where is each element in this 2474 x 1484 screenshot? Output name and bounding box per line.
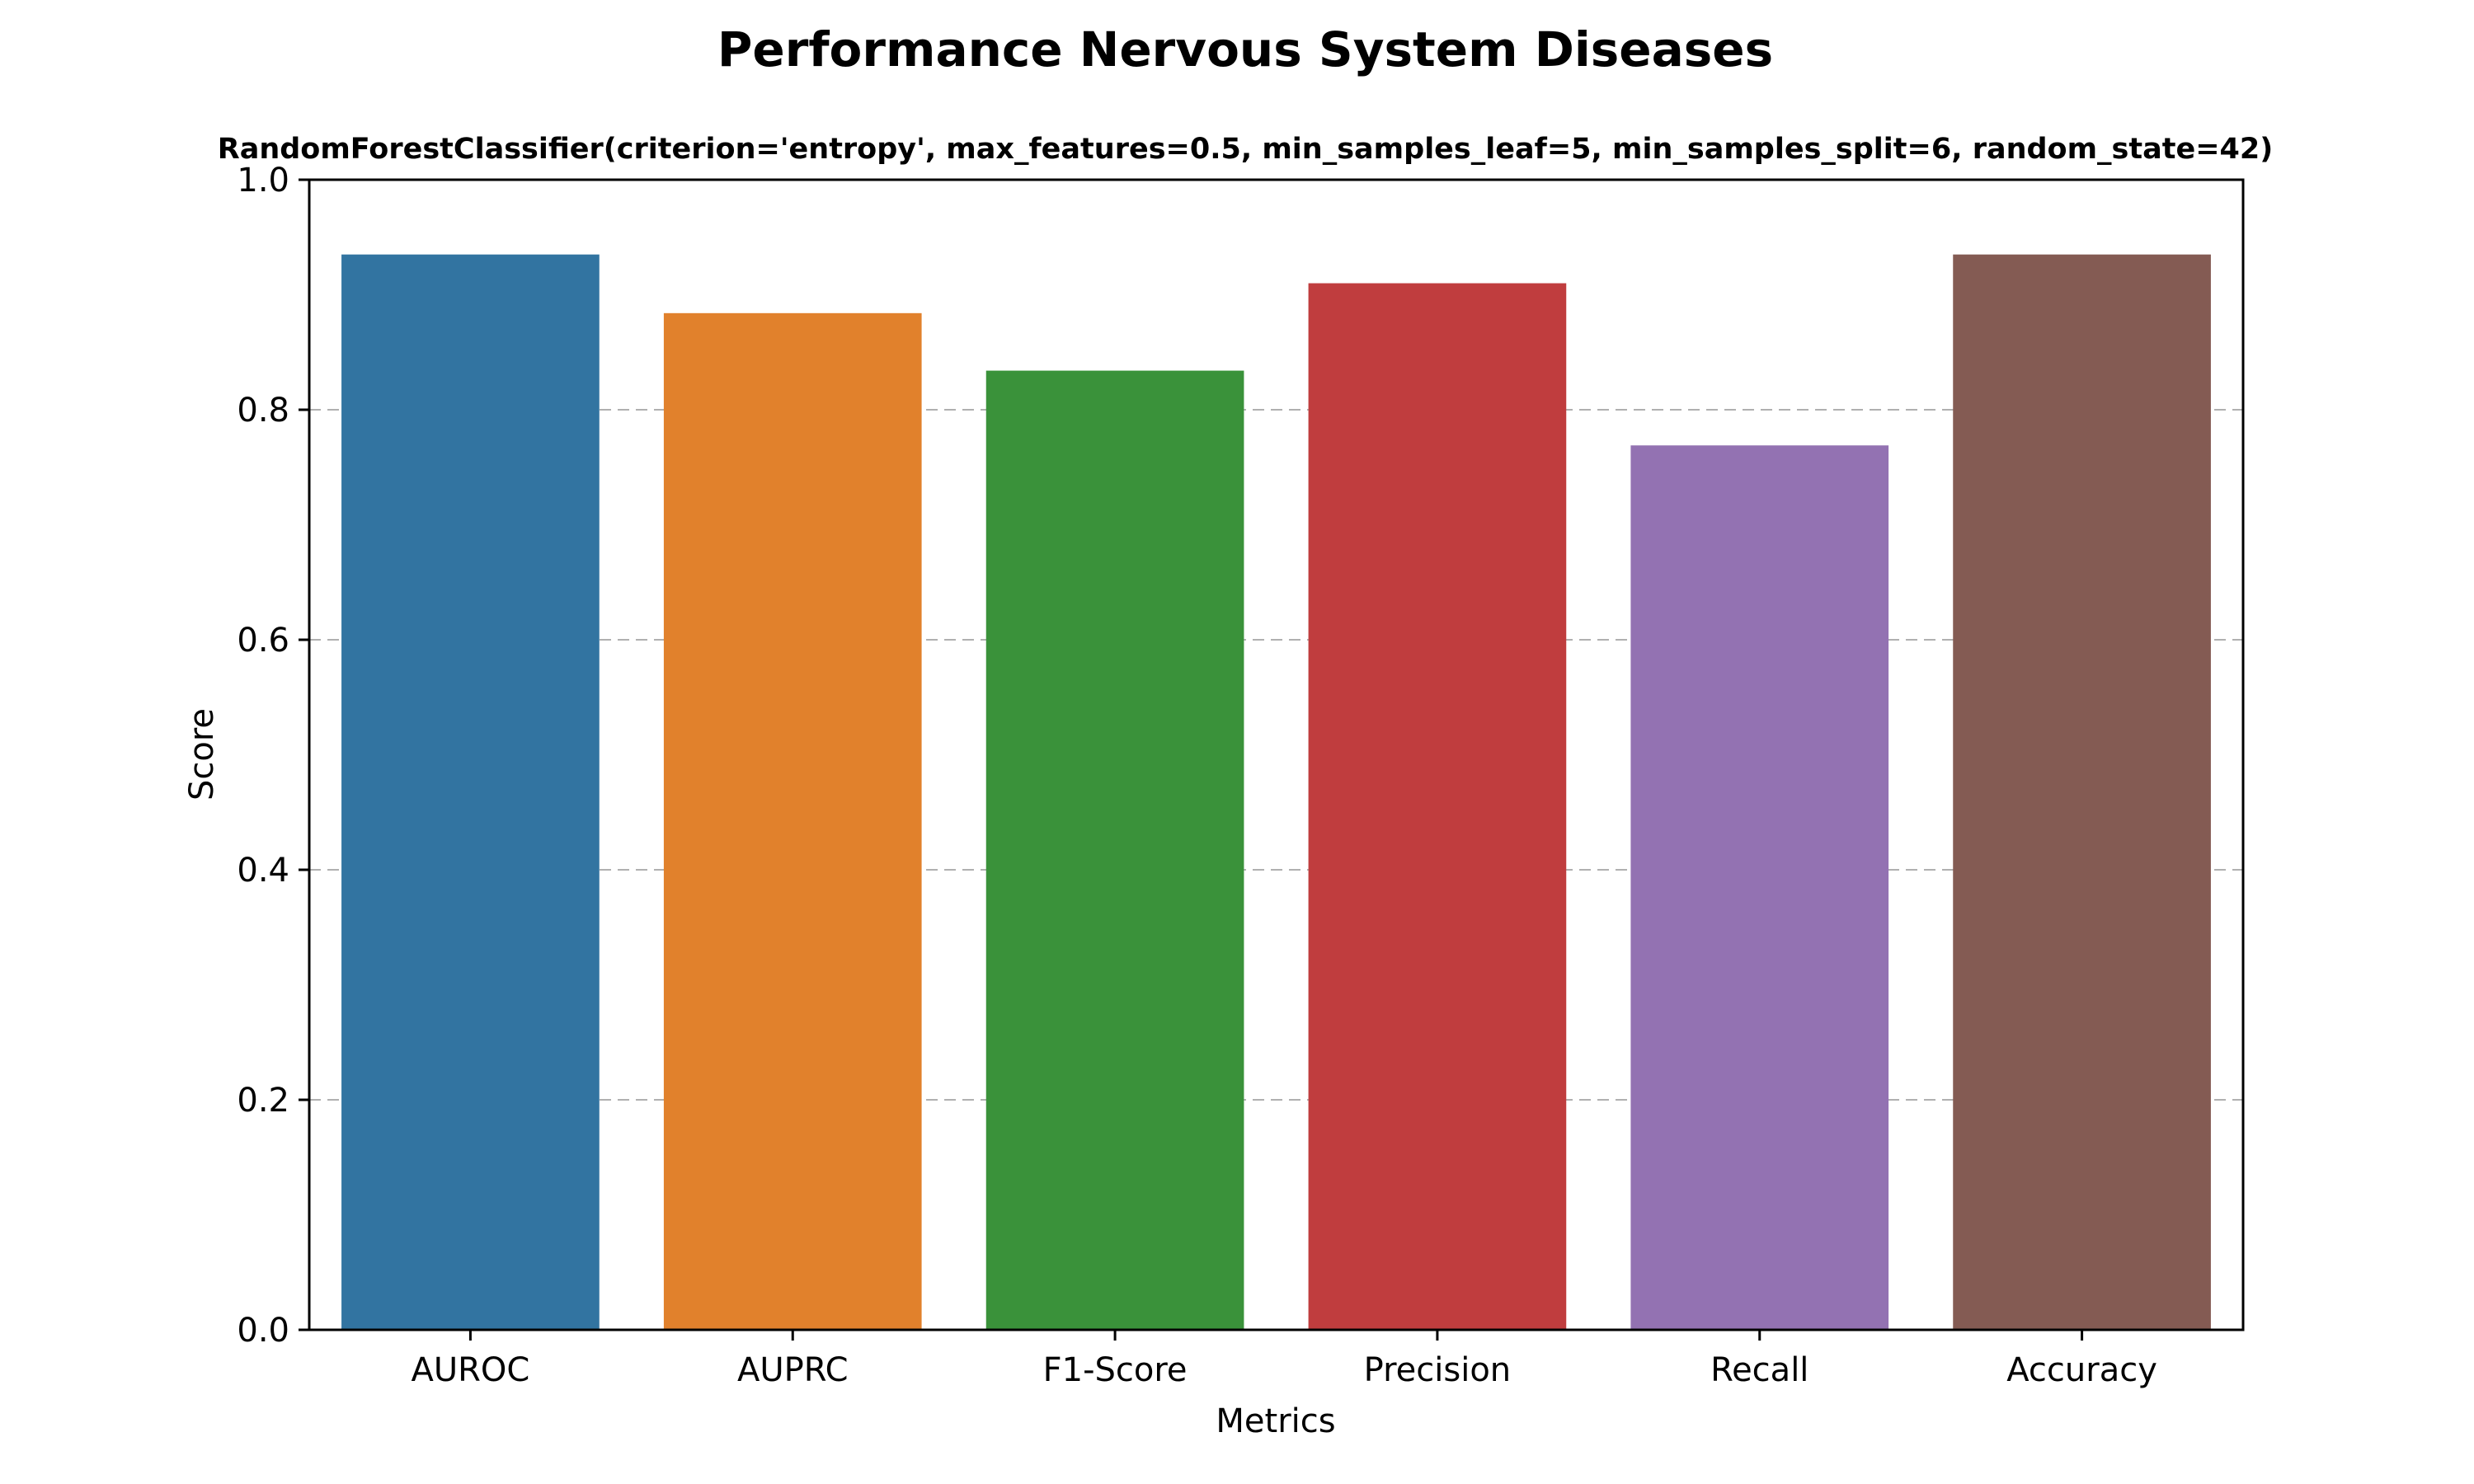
bar-accuracy: [1953, 254, 2211, 1330]
bar-auprc: [663, 312, 922, 1330]
bar-auroc: [341, 254, 600, 1330]
gridlines: [309, 409, 2243, 1101]
x-tick-label: F1-Score: [1043, 1351, 1188, 1389]
y-axis-label: Score: [183, 708, 221, 801]
bar-f1-score: [985, 370, 1244, 1330]
y-axis: 0.0 0.2 0.4 0.6 0.8 1.0: [237, 162, 309, 1350]
bar-recall: [1630, 445, 1889, 1330]
x-tick-label: Recall: [1710, 1351, 1808, 1389]
bars: [341, 254, 2211, 1330]
x-tick-label: AUROC: [411, 1351, 529, 1389]
x-axis: AUROC AUPRC F1-Score Precision Recall Accurac…: [411, 1330, 2157, 1389]
x-tick-label: Precision: [1364, 1351, 1511, 1389]
y-tick-label: 0.0: [237, 1312, 289, 1350]
y-tick-label: 0.4: [237, 852, 289, 890]
y-tick-label: 0.8: [237, 392, 289, 430]
x-axis-label: Metrics: [1216, 1402, 1335, 1440]
bar-precision: [1308, 283, 1567, 1330]
plot-frame: [308, 178, 2245, 1331]
y-tick-label: 0.6: [237, 622, 289, 660]
y-tick-label: 0.2: [237, 1082, 289, 1120]
chart-title: Performance Nervous System Diseases: [717, 21, 1773, 77]
x-tick-label: AUPRC: [737, 1351, 849, 1389]
x-tick-label: Accuracy: [2006, 1351, 2157, 1389]
chart-subtitle: RandomForestClassifier(criterion='entrop…: [218, 133, 2274, 166]
y-tick-label: 1.0: [237, 162, 289, 200]
